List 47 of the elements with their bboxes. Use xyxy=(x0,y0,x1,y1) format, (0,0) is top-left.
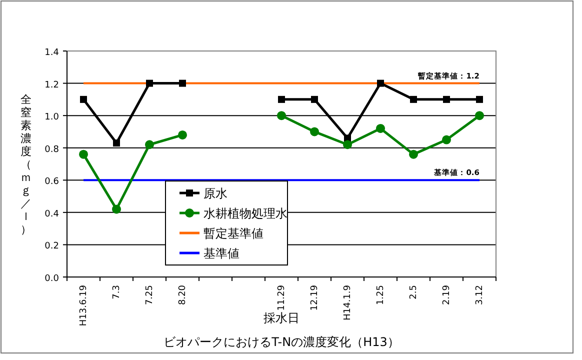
legend-label: 暫定基準値 xyxy=(204,226,264,240)
point xyxy=(410,96,417,103)
text: ビオパークにおけるT-Nの濃度変化（H13） xyxy=(164,335,400,349)
legend-label: 原水 xyxy=(204,186,228,200)
point xyxy=(409,150,418,159)
point xyxy=(278,96,285,103)
point xyxy=(146,80,153,87)
y-tick-label: 0.2 xyxy=(44,242,59,252)
point xyxy=(376,124,385,133)
x-tick-label: 7.3 xyxy=(112,285,122,300)
point xyxy=(442,135,451,144)
x-tick-label: H14.1.9 xyxy=(342,284,353,320)
y-tick-label: 1.0 xyxy=(44,112,60,123)
point xyxy=(476,96,483,103)
legend-label: 水耕植物処理水 xyxy=(204,206,288,220)
x-tick-label: 12.19 xyxy=(310,284,320,311)
x-tick-label: 3.12 xyxy=(474,285,485,306)
x-tick-label: 8.20 xyxy=(178,284,188,306)
point xyxy=(113,140,120,147)
y-tick-label: 1.2 xyxy=(44,80,59,90)
point xyxy=(179,80,186,87)
point xyxy=(443,96,450,103)
x-tick-label: 11.29 xyxy=(276,284,287,311)
y-tick-label: 1.4 xyxy=(44,48,60,58)
point xyxy=(377,80,384,87)
x-tick-label: H13.6.19 xyxy=(78,284,89,326)
x-tick-label: 2.19 xyxy=(442,284,452,306)
point xyxy=(475,111,484,120)
y-tick-label: 0.4 xyxy=(44,209,60,220)
y-tick-label: 0.6 xyxy=(44,177,60,188)
y-tick-label: 0.0 xyxy=(44,274,60,284)
point xyxy=(79,150,88,159)
point xyxy=(310,127,319,136)
legend-label: 基準値 xyxy=(204,246,240,260)
point xyxy=(112,204,121,214)
x-tick-label: 1.25 xyxy=(376,285,386,306)
point xyxy=(145,140,154,150)
x-tick-label: 2.5 xyxy=(408,285,419,300)
point xyxy=(80,96,87,103)
y-tick-label: 0.8 xyxy=(44,144,60,155)
x-tick-label: 7.25 xyxy=(144,285,155,306)
point xyxy=(178,130,187,140)
point xyxy=(343,140,352,150)
x-axis-title: 採水日 xyxy=(264,311,300,325)
y-axis-title: 全窒素濃度（ｍｇ／ｌ） xyxy=(20,93,32,236)
point xyxy=(311,96,318,103)
point xyxy=(277,111,286,120)
